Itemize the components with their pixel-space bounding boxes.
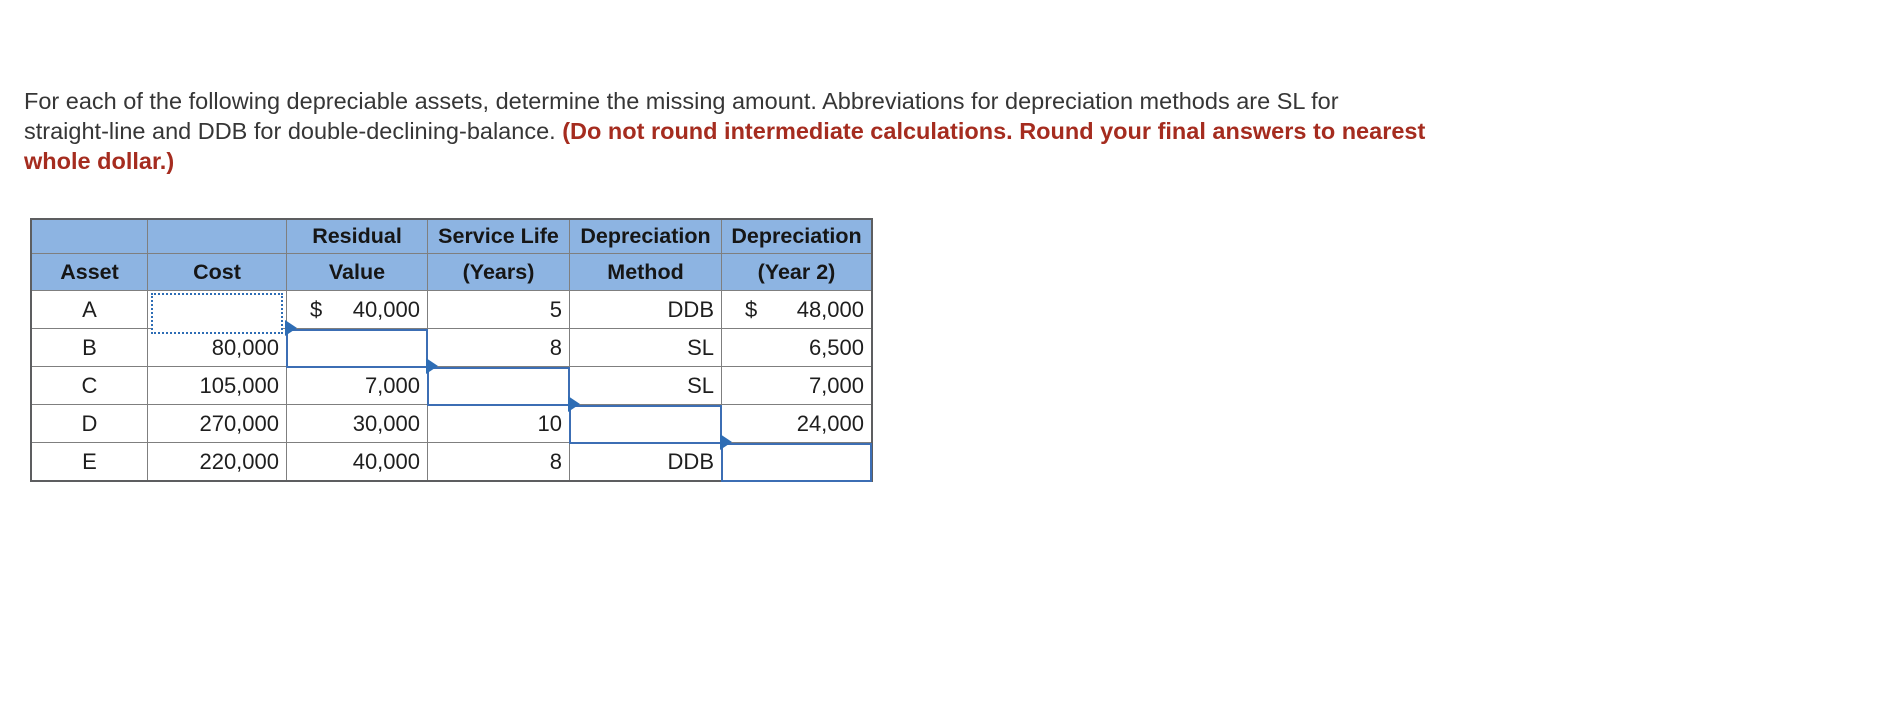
- asset-label-b: B: [32, 329, 148, 367]
- year2-cell-b: 6,500: [722, 329, 871, 367]
- header-service-life-top: Service Life: [428, 220, 570, 254]
- header-blank-2: [148, 220, 287, 254]
- year2-cell-c: 7,000: [722, 367, 871, 405]
- cost-cell-d: 270,000: [148, 405, 287, 443]
- cost-cell-c: 105,000: [148, 367, 287, 405]
- input-flag-icon: [568, 396, 580, 412]
- residual-cell-c: 7,000: [287, 367, 428, 405]
- method-input-d[interactable]: [569, 405, 722, 444]
- life-cell-c[interactable]: [426, 358, 570, 406]
- method-cell-c: SL: [570, 367, 722, 405]
- asset-label-c: C: [32, 367, 148, 405]
- asset-label-e: E: [32, 443, 148, 480]
- header-years: (Years): [428, 254, 570, 291]
- method-cell-e: DDB: [570, 443, 722, 480]
- dollar-sign: $: [310, 296, 323, 322]
- instruction-line-2: straight-line and DDB for double-declini…: [24, 116, 1425, 146]
- header-blank-1: [32, 220, 148, 254]
- life-input-c[interactable]: [427, 367, 570, 406]
- question-instructions: For each of the following depreciable as…: [24, 86, 1425, 176]
- method-cell-d[interactable]: [568, 396, 722, 444]
- cost-cell-b: 80,000: [148, 329, 287, 367]
- method-cell-b: SL: [570, 329, 722, 367]
- residual-cell-d: 30,000: [287, 405, 428, 443]
- method-cell-a: DDB: [570, 291, 722, 329]
- cost-cell-e: 220,000: [148, 443, 287, 480]
- residual-value-a: 40,000: [352, 296, 420, 322]
- year2-cell-a: $48,000: [722, 291, 871, 329]
- header-cost: Cost: [148, 254, 287, 291]
- life-cell-d: 10: [428, 405, 570, 443]
- cost-cell-a[interactable]: [148, 291, 287, 334]
- header-depreciation-year2-top: Depreciation: [722, 220, 871, 254]
- life-cell-a: 5: [428, 291, 570, 329]
- residual-cell-b[interactable]: [285, 320, 428, 368]
- input-flag-icon: [285, 320, 297, 336]
- instruction-line-3: whole dollar.): [24, 148, 175, 174]
- input-flag-icon: [720, 434, 732, 450]
- asset-label-d: D: [32, 405, 148, 443]
- year2-cell-e[interactable]: [720, 434, 872, 482]
- residual-input-b[interactable]: [286, 329, 428, 368]
- instruction-line-2-red: (Do not round intermediate calculations.…: [562, 118, 1426, 144]
- residual-cell-a: $40,000: [287, 291, 428, 329]
- residual-cell-e: 40,000: [287, 443, 428, 480]
- header-asset: Asset: [32, 254, 148, 291]
- header-year2: (Year 2): [722, 254, 871, 291]
- header-residual-value: Value: [287, 254, 428, 291]
- year2-cell-d: 24,000: [722, 405, 871, 443]
- year2-value-a: 48,000: [796, 296, 864, 322]
- life-cell-b: 8: [428, 329, 570, 367]
- header-residual-top: Residual: [287, 220, 428, 254]
- instruction-line-2-normal: straight-line and DDB for double-declini…: [24, 118, 563, 144]
- header-depreciation-method-top: Depreciation: [570, 220, 722, 254]
- cost-input-a[interactable]: [151, 293, 283, 334]
- life-cell-e: 8: [428, 443, 570, 480]
- instruction-line-1: For each of the following depreciable as…: [24, 88, 1339, 114]
- year2-input-e[interactable]: [721, 443, 872, 482]
- input-flag-icon: [426, 358, 438, 374]
- depreciation-table: Residual Service Life Depreciation Depre…: [30, 218, 873, 482]
- asset-label-a: A: [32, 291, 148, 329]
- header-method: Method: [570, 254, 722, 291]
- dollar-sign: $: [745, 296, 758, 322]
